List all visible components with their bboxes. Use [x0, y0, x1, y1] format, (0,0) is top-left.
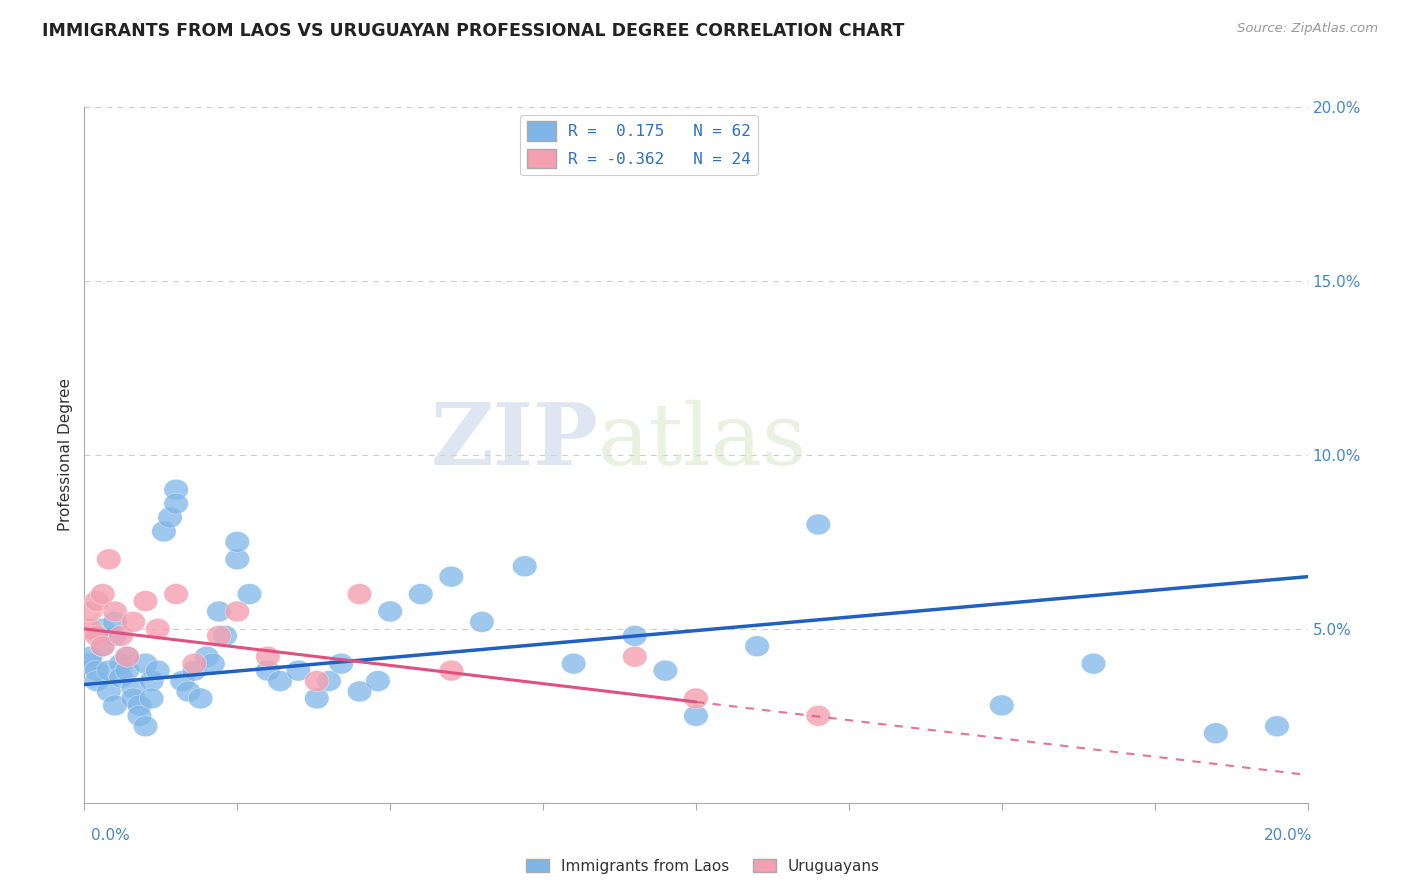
Ellipse shape [439, 660, 464, 681]
Ellipse shape [366, 671, 391, 691]
Ellipse shape [305, 688, 329, 709]
Ellipse shape [183, 653, 207, 674]
Ellipse shape [329, 653, 353, 674]
Ellipse shape [347, 583, 371, 605]
Ellipse shape [165, 493, 188, 514]
Ellipse shape [108, 625, 134, 646]
Ellipse shape [176, 681, 201, 702]
Ellipse shape [194, 646, 219, 667]
Ellipse shape [79, 646, 103, 667]
Ellipse shape [146, 660, 170, 681]
Ellipse shape [1265, 715, 1289, 737]
Ellipse shape [79, 653, 103, 674]
Ellipse shape [378, 601, 402, 622]
Ellipse shape [470, 612, 494, 632]
Ellipse shape [115, 646, 139, 667]
Ellipse shape [165, 479, 188, 500]
Ellipse shape [152, 521, 176, 541]
Ellipse shape [683, 706, 709, 726]
Ellipse shape [409, 583, 433, 605]
Legend: Immigrants from Laos, Uruguayans: Immigrants from Laos, Uruguayans [520, 853, 886, 880]
Ellipse shape [1081, 653, 1105, 674]
Ellipse shape [806, 514, 831, 535]
Ellipse shape [269, 671, 292, 691]
Ellipse shape [121, 678, 146, 698]
Ellipse shape [157, 507, 183, 528]
Ellipse shape [134, 653, 157, 674]
Ellipse shape [207, 601, 231, 622]
Ellipse shape [561, 653, 586, 674]
Legend: R =  0.175   N = 62, R = -0.362   N = 24: R = 0.175 N = 62, R = -0.362 N = 24 [520, 115, 758, 175]
Ellipse shape [305, 671, 329, 691]
Ellipse shape [79, 601, 103, 622]
Ellipse shape [146, 618, 170, 640]
Ellipse shape [683, 688, 709, 709]
Ellipse shape [79, 618, 103, 640]
Ellipse shape [287, 660, 311, 681]
Ellipse shape [134, 591, 157, 612]
Ellipse shape [139, 671, 165, 691]
Y-axis label: Professional Degree: Professional Degree [58, 378, 73, 532]
Ellipse shape [256, 646, 280, 667]
Ellipse shape [165, 583, 188, 605]
Ellipse shape [103, 612, 127, 632]
Ellipse shape [127, 706, 152, 726]
Ellipse shape [139, 688, 165, 709]
Ellipse shape [108, 653, 134, 674]
Ellipse shape [1204, 723, 1227, 744]
Ellipse shape [512, 556, 537, 576]
Ellipse shape [90, 583, 115, 605]
Text: IMMIGRANTS FROM LAOS VS URUGUAYAN PROFESSIONAL DEGREE CORRELATION CHART: IMMIGRANTS FROM LAOS VS URUGUAYAN PROFES… [42, 22, 904, 40]
Ellipse shape [103, 625, 127, 646]
Ellipse shape [84, 660, 108, 681]
Text: ZIP: ZIP [430, 399, 598, 483]
Ellipse shape [90, 636, 115, 657]
Ellipse shape [84, 591, 108, 612]
Ellipse shape [90, 636, 115, 657]
Ellipse shape [256, 660, 280, 681]
Ellipse shape [316, 671, 342, 691]
Ellipse shape [212, 625, 238, 646]
Ellipse shape [201, 653, 225, 674]
Text: 20.0%: 20.0% [1264, 828, 1312, 843]
Ellipse shape [115, 660, 139, 681]
Ellipse shape [225, 549, 249, 570]
Text: atlas: atlas [598, 400, 807, 483]
Ellipse shape [623, 625, 647, 646]
Ellipse shape [623, 646, 647, 667]
Ellipse shape [225, 601, 249, 622]
Ellipse shape [97, 549, 121, 570]
Ellipse shape [121, 612, 146, 632]
Ellipse shape [84, 625, 108, 646]
Ellipse shape [745, 636, 769, 657]
Text: Source: ZipAtlas.com: Source: ZipAtlas.com [1237, 22, 1378, 36]
Ellipse shape [84, 671, 108, 691]
Ellipse shape [347, 681, 371, 702]
Ellipse shape [188, 688, 212, 709]
Ellipse shape [654, 660, 678, 681]
Text: 0.0%: 0.0% [91, 828, 131, 843]
Ellipse shape [127, 695, 152, 715]
Ellipse shape [103, 695, 127, 715]
Ellipse shape [103, 601, 127, 622]
Ellipse shape [134, 715, 157, 737]
Ellipse shape [238, 583, 262, 605]
Ellipse shape [97, 660, 121, 681]
Ellipse shape [90, 618, 115, 640]
Ellipse shape [225, 532, 249, 552]
Ellipse shape [207, 625, 231, 646]
Ellipse shape [439, 566, 464, 587]
Ellipse shape [108, 667, 134, 688]
Ellipse shape [97, 681, 121, 702]
Ellipse shape [806, 706, 831, 726]
Ellipse shape [115, 646, 139, 667]
Ellipse shape [990, 695, 1014, 715]
Ellipse shape [121, 688, 146, 709]
Ellipse shape [170, 671, 194, 691]
Ellipse shape [183, 660, 207, 681]
